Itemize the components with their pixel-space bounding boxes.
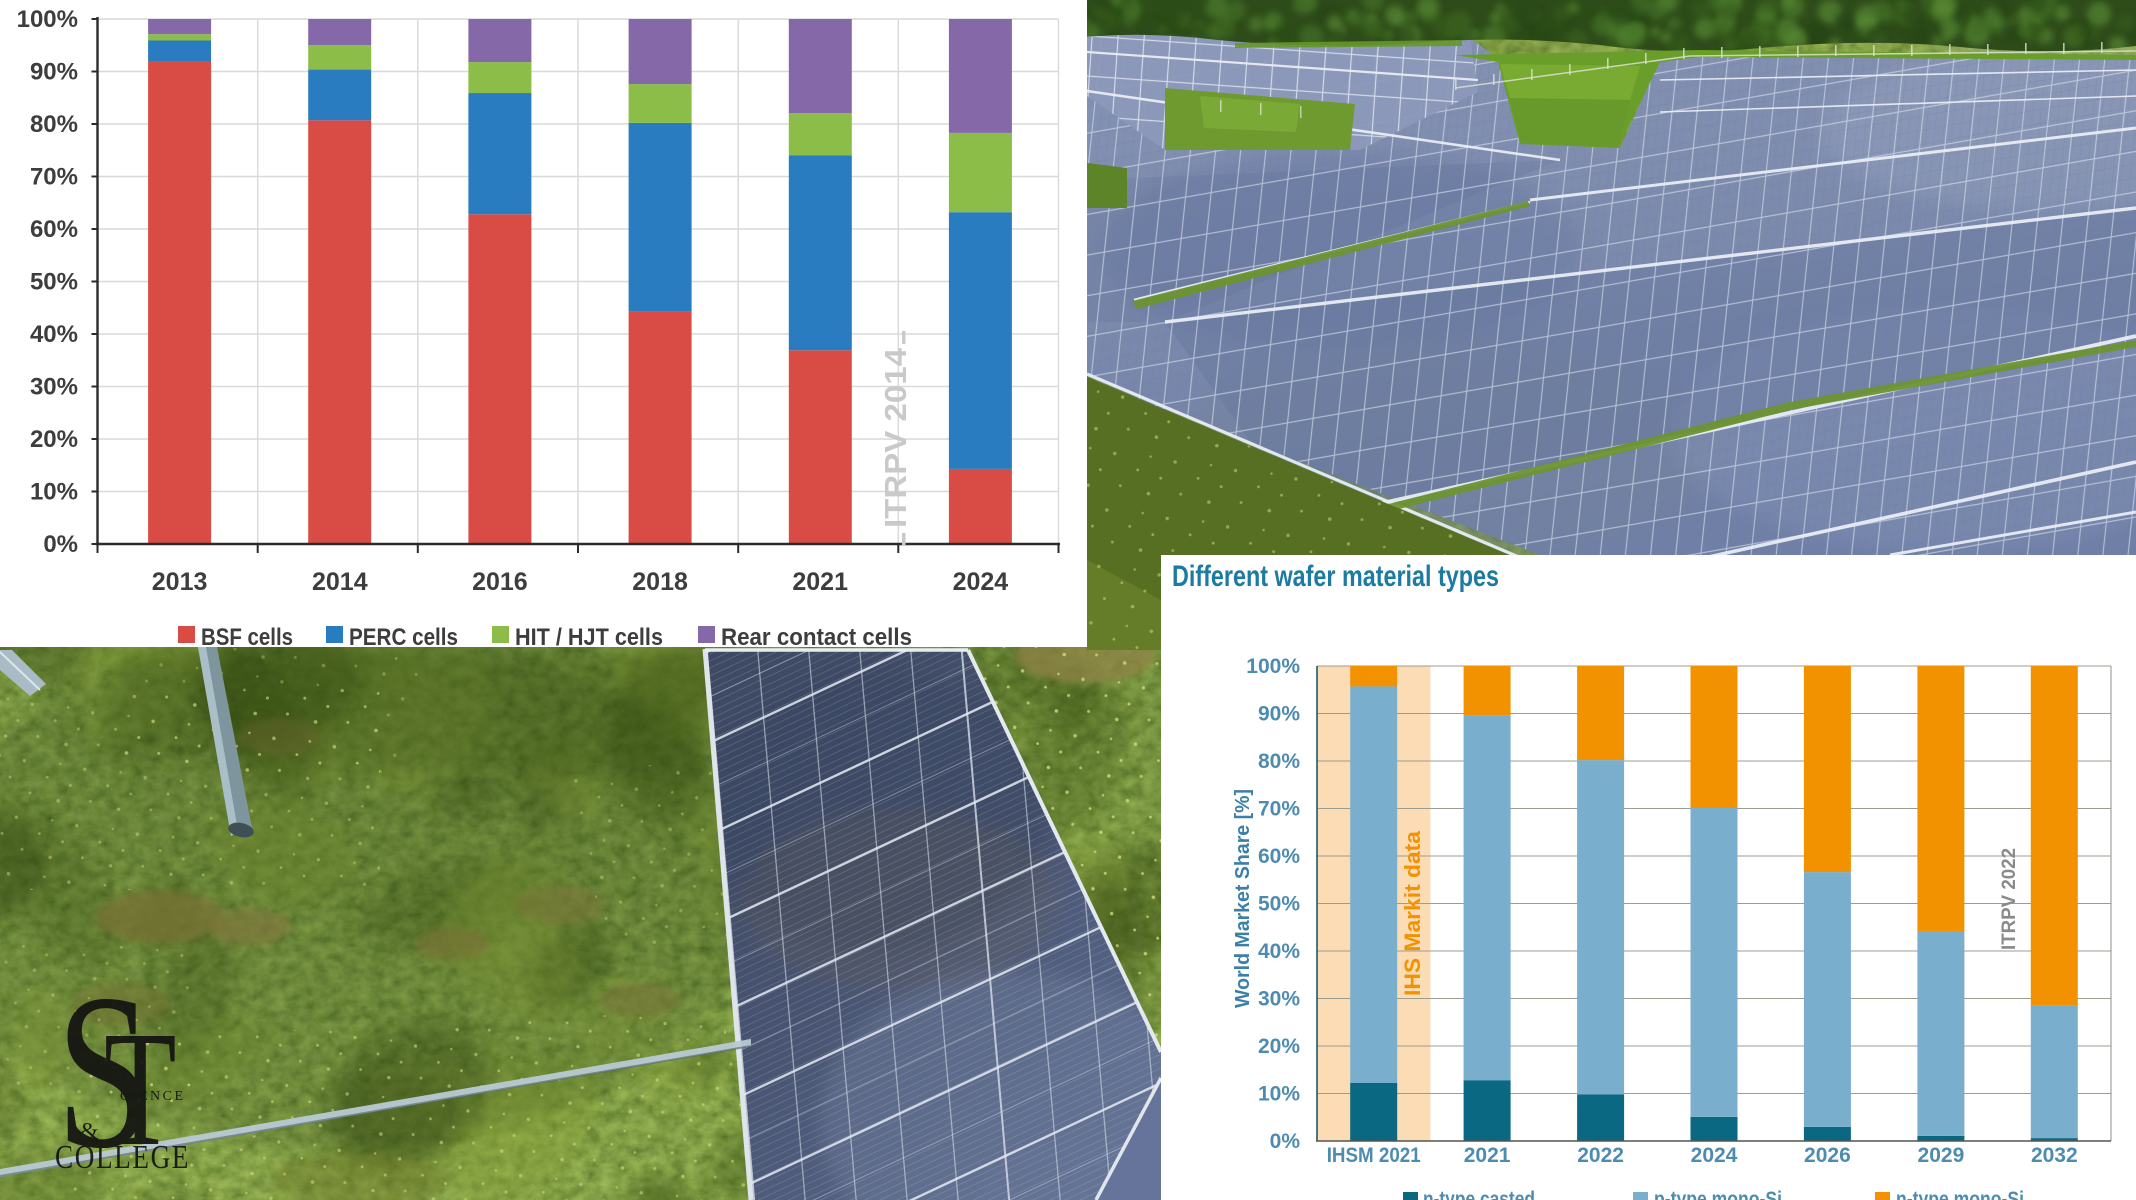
svg-text:T: T <box>104 998 177 1180</box>
svg-text:HIT / HJT cells: HIT / HJT cells <box>515 624 663 647</box>
svg-text:ITRPV 2022: ITRPV 2022 <box>1999 848 2020 950</box>
svg-text:70%: 70% <box>30 164 78 191</box>
svg-text:60%: 60% <box>30 216 78 243</box>
svg-text:2021: 2021 <box>1464 1144 1511 1167</box>
svg-text:ITRPV 2014: ITRPV 2014 <box>878 347 913 528</box>
svg-text:50%: 50% <box>1258 893 1300 916</box>
svg-text:n-type mono-Si: n-type mono-Si <box>1896 1188 2024 1200</box>
svg-text:2026: 2026 <box>1804 1144 1851 1167</box>
svg-text:20%: 20% <box>30 426 78 453</box>
svg-text:PERC cells: PERC cells <box>349 624 458 647</box>
svg-text:2032: 2032 <box>2031 1144 2078 1167</box>
svg-text:Different wafer material types: Different wafer material types <box>1172 560 1499 593</box>
svg-text:40%: 40% <box>1258 940 1300 963</box>
svg-text:10%: 10% <box>1258 1083 1300 1106</box>
svg-text:30%: 30% <box>1258 988 1300 1011</box>
svg-text:40%: 40% <box>30 321 78 348</box>
svg-text:World Market Share [%]: World Market Share [%] <box>1232 789 1254 1008</box>
svg-text:COLLEGE: COLLEGE <box>55 1138 190 1176</box>
svg-text:2024: 2024 <box>1691 1144 1738 1167</box>
svg-text:CIENCE: CIENCE <box>120 1089 186 1104</box>
svg-text:90%: 90% <box>30 59 78 86</box>
svg-text:n-type casted: n-type casted <box>1423 1188 1535 1200</box>
svg-text:50%: 50% <box>30 269 78 296</box>
svg-text:S: S <box>56 950 152 1195</box>
svg-text:90%: 90% <box>1258 703 1300 726</box>
svg-text:p-type mono-Si: p-type mono-Si <box>1654 1188 1782 1200</box>
svg-text:&: & <box>80 1119 99 1145</box>
svg-text:Rear contact cells: Rear contact cells <box>721 624 912 647</box>
svg-text:60%: 60% <box>1258 845 1300 868</box>
svg-text:100%: 100% <box>1246 655 1300 678</box>
svg-text:70%: 70% <box>1258 798 1300 821</box>
svg-text:2016: 2016 <box>472 568 528 596</box>
svg-text:IHS Markit data: IHS Markit data <box>1400 830 1425 996</box>
svg-text:80%: 80% <box>1258 750 1300 773</box>
svg-text:2018: 2018 <box>632 568 688 596</box>
svg-text:20%: 20% <box>1258 1035 1300 1058</box>
svg-text:2022: 2022 <box>1577 1144 1624 1167</box>
svg-text:0%: 0% <box>43 531 78 558</box>
svg-text:0%: 0% <box>1270 1130 1301 1153</box>
svg-text:BSF cells: BSF cells <box>201 624 293 647</box>
svg-text:2021: 2021 <box>792 568 848 596</box>
svg-text:30%: 30% <box>30 374 78 401</box>
svg-text:10%: 10% <box>30 479 78 506</box>
svg-text:2014: 2014 <box>312 568 368 596</box>
svg-text:80%: 80% <box>30 111 78 138</box>
svg-text:2029: 2029 <box>1918 1144 1965 1167</box>
svg-text:IHSM 2021: IHSM 2021 <box>1327 1144 1421 1167</box>
svg-text:100%: 100% <box>17 6 78 33</box>
svg-text:2013: 2013 <box>152 568 208 596</box>
svg-text:2024: 2024 <box>953 568 1009 596</box>
